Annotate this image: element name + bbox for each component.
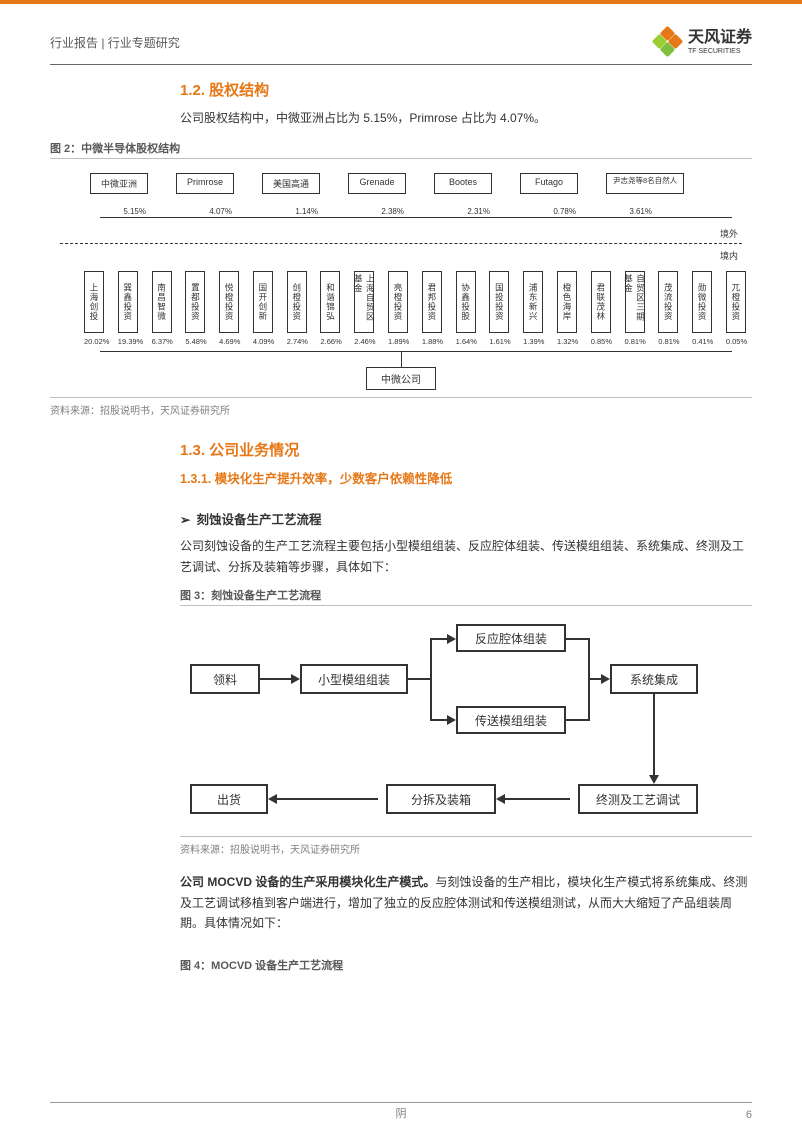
bottom-shareholder-pct: 1.89% (388, 337, 408, 346)
flow-node-3: 反应腔体组装 (456, 624, 566, 652)
bottom-shareholder-pct: 2.74% (287, 337, 307, 346)
top-shareholder-box: 美国高通 (262, 173, 320, 194)
bottom-shareholder-pct: 1.64% (456, 337, 476, 346)
top-accent-bar (0, 0, 802, 4)
section-1-2-title: 1.2. 股权结构 (180, 79, 752, 100)
top-shareholder-box: 中微亚洲 (90, 173, 148, 194)
top-shareholder-pct: 5.15% (90, 207, 148, 216)
header-rule (50, 64, 752, 65)
bottom-shareholder-pct: 0.41% (692, 337, 712, 346)
bottom-shareholder-pct: 0.81% (658, 337, 678, 346)
bottom-shareholder-box: 协鑫投股 (456, 271, 476, 333)
chevron-right-icon: ➢ (180, 513, 190, 527)
section-1-3-title: 1.3. 公司业务情况 (180, 439, 752, 460)
bottom-shareholder-pct: 6.37% (152, 337, 172, 346)
flow-node-6: 终测及工艺调试 (578, 784, 698, 814)
top-shareholder-pct: 2.38% (348, 207, 406, 216)
figure-2-label: 图 2：中微半导体股权结构 (50, 140, 752, 156)
bottom-shareholder-box: 君联茂林 (591, 271, 611, 333)
bottom-shareholder-pct: 4.69% (219, 337, 239, 346)
bottom-shareholder-pct: 0.81% (625, 337, 645, 346)
logo-text-cn: 天风证券 (688, 30, 752, 46)
flow-node-4: 传送模组组装 (456, 706, 566, 734)
bottom-shareholder-box: 上海自贸区基金 (354, 271, 374, 333)
bottom-shareholder-box: 悦橙投资 (219, 271, 239, 333)
figure-3-source: 资料来源：招股说明书，天风证券研究所 (180, 841, 752, 856)
bottom-shareholder-box: 茂流投资 (658, 271, 678, 333)
bottom-shareholder-pct: 1.32% (557, 337, 577, 346)
bottom-shareholder-box: 国开创新 (253, 271, 273, 333)
bottom-shareholder-box: 国投投资 (489, 271, 509, 333)
bottom-shareholder-box: 创橙投资 (287, 271, 307, 333)
logo-icon (654, 28, 682, 56)
top-shareholder-pct: 2.31% (434, 207, 492, 216)
page-header: 行业报告 | 行业专题研究 天风证券 TF SECURITIES (0, 0, 802, 62)
bullet-heading: ➢ 刻蚀设备生产工艺流程 (180, 509, 752, 528)
bottom-shareholder-pct: 4.09% (253, 337, 273, 346)
bottom-shareholder-pct: 2.66% (320, 337, 340, 346)
bottom-shareholder-box: 上海创投 (84, 271, 104, 333)
top-shareholder-pct: 1.14% (262, 207, 320, 216)
bottom-shareholder-box: 南昌智微 (152, 271, 172, 333)
flow-node-5: 系统集成 (610, 664, 698, 694)
bottom-shareholder-box: 和谐锦弘 (320, 271, 340, 333)
bottom-shareholder-box: 亮橙投资 (388, 271, 408, 333)
figure-3-bottom-rule (180, 836, 752, 837)
bottom-shareholder-pct: 19.39% (118, 337, 138, 346)
bottom-shareholder-box: 兀橙投资 (726, 271, 746, 333)
bottom-shareholder-pct: 1.88% (422, 337, 442, 346)
footer-rule (50, 1102, 752, 1103)
mocvd-paragraph: 公司 MOCVD 设备的生产采用模块化生产模式。与刻蚀设备的生产相比，模块化生产… (180, 872, 752, 933)
bottom-shareholder-box: 浦东新兴 (523, 271, 543, 333)
bottom-shareholder-box: 橙色海岸 (557, 271, 577, 333)
bottom-shareholder-pct: 5.48% (185, 337, 205, 346)
section-1-3-1-title: 1.3.1. 模块化生产提升效率，少数客户依赖性降低 (180, 468, 752, 487)
top-shareholder-box: Futago (520, 173, 578, 194)
bottom-shareholder-box: 自贸区三期基金 (625, 271, 645, 333)
section-1-2-para: 公司股权结构中，中微亚洲占比为 5.15%，Primrose 占比为 4.07%… (180, 108, 752, 128)
center-company-box: 中微公司 (366, 367, 436, 390)
figure-3-flowchart: 领料 小型模组组装 反应腔体组装 传送模组组装 系统集成 终测及工艺调试 分拆及… (180, 614, 752, 834)
breadcrumb: 行业报告 | 行业专题研究 (50, 34, 180, 51)
figure-2-bottom-rule (50, 397, 752, 398)
top-shareholder-pct: 0.78% (520, 207, 578, 216)
bottom-shareholder-pct: 20.02% (84, 337, 104, 346)
top-shareholder-box: Primrose (176, 173, 234, 194)
mocvd-bold: 公司 MOCVD 设备的生产采用模块化生产模式。 (180, 875, 435, 889)
top-shareholder-pct: 3.61% (606, 207, 654, 216)
logo-text-en: TF SECURITIES (688, 48, 752, 55)
brand-logo: 天风证券 TF SECURITIES (654, 28, 752, 56)
figure-2-orgchart: 中微亚洲 Primrose 美国高通 Grenade Bootes Futago 尹志尧等8… (50, 165, 752, 395)
bullet-heading-text: 刻蚀设备生产工艺流程 (196, 513, 321, 527)
figure-3-top-rule (180, 605, 752, 606)
figure-3-label: 图 3：刻蚀设备生产工艺流程 (180, 587, 752, 603)
bottom-shareholder-pct: 1.39% (523, 337, 543, 346)
flow-node-1: 领料 (190, 664, 260, 694)
top-shareholder-box: 尹志尧等8名自然人 (606, 173, 684, 194)
bottom-shareholder-pct: 1.61% (489, 337, 509, 346)
bottom-shareholder-box: 君邦投资 (422, 271, 442, 333)
bottom-shareholder-pct: 0.85% (591, 337, 611, 346)
domestic-label: 境内 (720, 249, 738, 262)
figure-4-label: 图 4：MOCVD 设备生产工艺流程 (180, 957, 752, 973)
overseas-label: 境外 (720, 227, 738, 240)
top-shareholder-box: Grenade (348, 173, 406, 194)
flow-node-7: 分拆及装箱 (386, 784, 496, 814)
section-1-3-para: 公司刻蚀设备的生产工艺流程主要包括小型模组组装、反应腔体组装、传送模组组装、系统… (180, 536, 752, 577)
top-shareholder-pct: 4.07% (176, 207, 234, 216)
bottom-shareholder-box: 置都投资 (185, 271, 205, 333)
footer-page-number: 6 (746, 1109, 752, 1121)
bottom-shareholder-pct: 0.05% (726, 337, 746, 346)
flow-node-8: 出货 (190, 784, 268, 814)
bottom-shareholder-pct: 2.46% (354, 337, 374, 346)
figure-2-top-rule (50, 158, 752, 159)
bottom-shareholder-box: 巽鑫投资 (118, 271, 138, 333)
flow-node-2: 小型模组组装 (300, 664, 408, 694)
figure-2-source: 资料来源：招股说明书，天风证券研究所 (50, 402, 752, 417)
bottom-shareholder-box: 勋微投资 (692, 271, 712, 333)
footer-center: 阴 (396, 1105, 407, 1121)
top-shareholder-box: Bootes (434, 173, 492, 194)
